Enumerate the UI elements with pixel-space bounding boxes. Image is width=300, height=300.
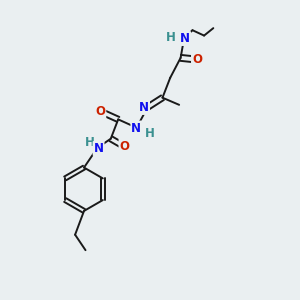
Text: O: O bbox=[119, 140, 129, 153]
Text: N: N bbox=[139, 101, 149, 114]
Text: N: N bbox=[131, 122, 141, 134]
Text: H: H bbox=[166, 31, 176, 44]
Text: O: O bbox=[192, 53, 202, 66]
Text: H: H bbox=[85, 136, 95, 149]
Text: N: N bbox=[94, 142, 103, 155]
Text: H: H bbox=[145, 127, 154, 140]
Text: N: N bbox=[180, 32, 190, 45]
Text: O: O bbox=[95, 106, 105, 118]
